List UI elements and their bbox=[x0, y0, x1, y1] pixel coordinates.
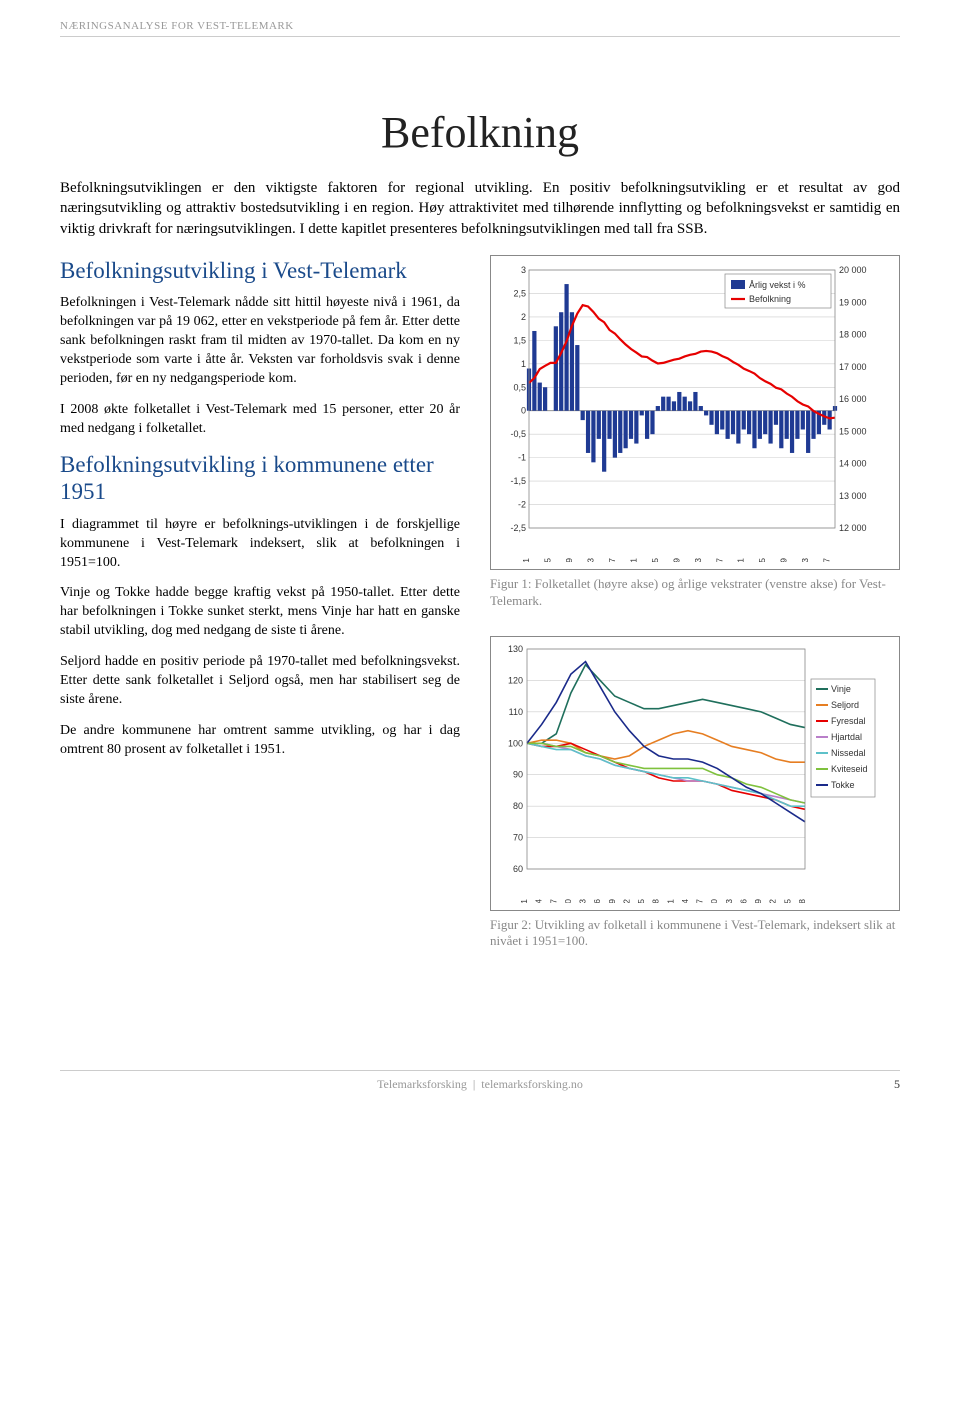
svg-text:2008: 2008 bbox=[797, 898, 807, 902]
svg-text:Vinje: Vinje bbox=[831, 684, 851, 694]
svg-text:1978: 1978 bbox=[651, 898, 661, 902]
page-footer: Telemarksforsking | telemarksforsking.no… bbox=[60, 1070, 900, 1092]
svg-text:1960: 1960 bbox=[563, 898, 573, 902]
svg-text:Befolkning: Befolkning bbox=[749, 294, 791, 304]
svg-text:1999: 1999 bbox=[779, 557, 789, 561]
svg-text:1963: 1963 bbox=[585, 557, 595, 561]
footer-url: telemarksforsking.no bbox=[481, 1077, 583, 1091]
figure-1-caption: Figur 1: Folketallet (høyre akse) og årl… bbox=[490, 576, 900, 610]
section2-p2: Vinje og Tokke hadde begge kraftig vekst… bbox=[60, 584, 460, 641]
svg-text:-2,5: -2,5 bbox=[510, 523, 526, 533]
svg-text:1954: 1954 bbox=[534, 898, 544, 902]
svg-text:Seljord: Seljord bbox=[831, 700, 859, 710]
svg-text:Tokke: Tokke bbox=[831, 780, 855, 790]
svg-text:Fyresdal: Fyresdal bbox=[831, 716, 866, 726]
svg-text:1999: 1999 bbox=[753, 898, 763, 902]
svg-text:1959: 1959 bbox=[564, 557, 574, 561]
svg-text:2005: 2005 bbox=[782, 898, 792, 902]
svg-text:14 000: 14 000 bbox=[839, 458, 867, 468]
section1-p2: I 2008 økte folketallet i Vest-Telemark … bbox=[60, 401, 460, 439]
svg-text:1975: 1975 bbox=[650, 557, 660, 561]
section1-heading: Befolkningsutvikling i Vest-Telemark bbox=[60, 257, 460, 285]
svg-text:19 000: 19 000 bbox=[839, 297, 867, 307]
intro-paragraph: Befolkningsutviklingen er den viktigste … bbox=[60, 178, 900, 239]
svg-text:1995: 1995 bbox=[757, 557, 767, 561]
svg-text:18 000: 18 000 bbox=[839, 329, 867, 339]
svg-text:Kviteseid: Kviteseid bbox=[831, 764, 868, 774]
svg-text:1981: 1981 bbox=[665, 898, 675, 902]
svg-text:80: 80 bbox=[513, 801, 523, 811]
page-title: Befolkning bbox=[60, 107, 900, 158]
right-column: -2,5 -2 -1,5 -1 -0,5 0 0,5 1 1,5 2 2,5 3 12 000 13 00… bbox=[490, 247, 900, 951]
svg-text:0,5: 0,5 bbox=[513, 382, 526, 392]
svg-text:1983: 1983 bbox=[693, 557, 703, 561]
svg-text:2002: 2002 bbox=[768, 898, 778, 902]
svg-text:130: 130 bbox=[508, 644, 523, 654]
figure-2-chart: 60 70 80 90 100 110 120 130 1951 1954 1957 1960 1963… bbox=[490, 636, 900, 911]
svg-text:1971: 1971 bbox=[628, 557, 638, 561]
svg-text:2003: 2003 bbox=[800, 557, 810, 561]
svg-text:1,5: 1,5 bbox=[513, 335, 526, 345]
section2-heading: Befolkningsutvikling i kommunene etter 1… bbox=[60, 451, 460, 506]
svg-text:1963: 1963 bbox=[578, 898, 588, 902]
svg-text:-1,5: -1,5 bbox=[510, 476, 526, 486]
svg-text:2007: 2007 bbox=[822, 557, 832, 561]
svg-text:2: 2 bbox=[521, 312, 526, 322]
svg-text:1972: 1972 bbox=[621, 898, 631, 902]
svg-text:1951: 1951 bbox=[519, 898, 529, 902]
svg-text:1969: 1969 bbox=[607, 898, 617, 902]
section1-p1: Befolkningen i Vest-Telemark nådde sitt … bbox=[60, 294, 460, 388]
svg-text:1993: 1993 bbox=[724, 898, 734, 902]
svg-text:1: 1 bbox=[521, 359, 526, 369]
svg-text:1991: 1991 bbox=[736, 557, 746, 561]
svg-text:90: 90 bbox=[513, 769, 523, 779]
svg-text:1987: 1987 bbox=[714, 557, 724, 561]
svg-text:1990: 1990 bbox=[709, 898, 719, 902]
svg-text:1984: 1984 bbox=[680, 898, 690, 902]
svg-text:-1: -1 bbox=[518, 452, 526, 462]
figure-2-caption: Figur 2: Utvikling av folketall i kommun… bbox=[490, 917, 900, 951]
svg-text:1955: 1955 bbox=[542, 557, 552, 561]
svg-text:110: 110 bbox=[509, 706, 523, 716]
svg-text:1987: 1987 bbox=[695, 898, 705, 902]
svg-text:20 000: 20 000 bbox=[839, 265, 867, 275]
svg-text:1979: 1979 bbox=[671, 557, 681, 561]
svg-text:Hjartdal: Hjartdal bbox=[831, 732, 862, 742]
svg-text:70: 70 bbox=[513, 832, 523, 842]
svg-text:15 000: 15 000 bbox=[839, 426, 867, 436]
svg-text:Årlig vekst i %: Årlig vekst i % bbox=[749, 280, 806, 290]
svg-text:12 000: 12 000 bbox=[839, 523, 867, 533]
section2-p4: De andre kommunene har omtrent samme utv… bbox=[60, 722, 460, 760]
svg-text:1951: 1951 bbox=[521, 557, 531, 561]
svg-text:2,5: 2,5 bbox=[513, 288, 526, 298]
svg-text:13 000: 13 000 bbox=[839, 491, 867, 501]
svg-text:100: 100 bbox=[508, 738, 523, 748]
svg-text:1996: 1996 bbox=[738, 898, 748, 902]
section2-p1: I diagrammet til høyre er befolknings-ut… bbox=[60, 516, 460, 573]
svg-text:17 000: 17 000 bbox=[839, 362, 867, 372]
svg-text:1966: 1966 bbox=[592, 898, 602, 902]
footer-publisher: Telemarksforsking bbox=[377, 1077, 467, 1091]
svg-text:3: 3 bbox=[521, 265, 526, 275]
svg-text:1957: 1957 bbox=[548, 898, 558, 902]
svg-text:-0,5: -0,5 bbox=[510, 429, 526, 439]
svg-text:Nissedal: Nissedal bbox=[831, 748, 866, 758]
section2-p3: Seljord hadde en positiv periode på 1970… bbox=[60, 653, 460, 710]
figure-1-chart: -2,5 -2 -1,5 -1 -0,5 0 0,5 1 1,5 2 2,5 3 12 000 13 00… bbox=[490, 255, 900, 570]
svg-text:-2: -2 bbox=[518, 499, 526, 509]
svg-text:1975: 1975 bbox=[636, 898, 646, 902]
svg-text:60: 60 bbox=[513, 864, 523, 874]
svg-text:1967: 1967 bbox=[607, 557, 617, 561]
running-head: NÆRINGSANALYSE FOR VEST-TELEMARK bbox=[60, 20, 900, 37]
footer-sep: | bbox=[470, 1077, 481, 1091]
left-column: Befolkningsutvikling i Vest-Telemark Bef… bbox=[60, 247, 460, 951]
svg-text:0: 0 bbox=[521, 405, 526, 415]
svg-text:16 000: 16 000 bbox=[839, 394, 867, 404]
svg-text:120: 120 bbox=[508, 675, 523, 685]
page-number: 5 bbox=[894, 1077, 900, 1092]
